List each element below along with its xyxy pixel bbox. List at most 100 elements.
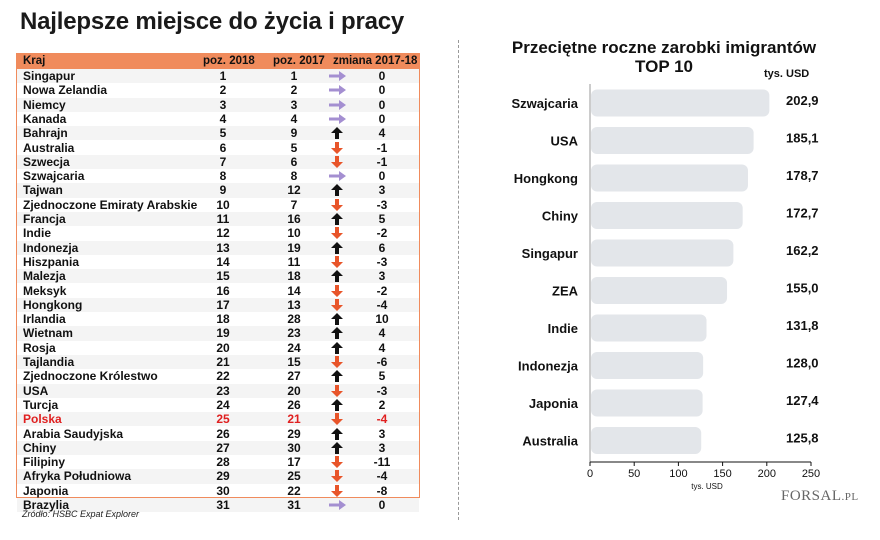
change-cell: 0	[378, 97, 386, 112]
change-arrow-cell	[326, 398, 348, 412]
table-row: Meksyk 16 14 -2	[17, 284, 419, 298]
chart-title-line2: TOP 10	[635, 57, 693, 76]
bar	[591, 277, 728, 304]
table-row: Australia 6 5 -1	[17, 141, 419, 155]
country-cell: Afryka Południowa	[23, 469, 132, 484]
country-cell: Filipiny	[23, 455, 65, 470]
country-cell: Malezja	[23, 269, 66, 284]
pos-2018-cell: 3	[219, 97, 227, 112]
value-unit-label: tys. USD	[764, 68, 810, 80]
change-arrow-cell	[326, 112, 348, 126]
change-cell: 3	[378, 426, 386, 441]
value-label: 202,9	[786, 93, 819, 108]
pos-2018-cell: 27	[216, 440, 230, 455]
value-label: 131,8	[786, 318, 819, 333]
country-cell: Hiszpania	[23, 254, 80, 269]
change-arrow-cell	[326, 155, 348, 169]
change-arrow-cell	[326, 198, 348, 212]
category-label: ZEA	[552, 284, 579, 299]
pos-2017-cell: 15	[287, 355, 301, 369]
change-cell: -3	[376, 197, 388, 212]
country-cell: Hongkong	[23, 297, 83, 312]
change-cell: -8	[376, 483, 388, 498]
pos-2018-cell: 28	[216, 455, 230, 470]
change-arrow-cell	[326, 355, 348, 369]
arrow-down-icon	[331, 155, 343, 168]
arrow-right-icon	[329, 500, 346, 510]
change-arrow-cell	[326, 441, 348, 455]
pos-2018-cell: 18	[216, 312, 230, 327]
arrow-up-icon	[331, 313, 343, 326]
value-label: 128,0	[786, 356, 819, 371]
category-label: USA	[551, 134, 579, 149]
x-tick-label: 250	[802, 468, 820, 480]
arrow-down-icon	[331, 227, 343, 240]
change-cell: 0	[378, 111, 386, 126]
pos-2017-cell: 7	[290, 197, 298, 212]
value-label: 178,7	[786, 168, 819, 183]
arrow-up-icon	[331, 127, 343, 140]
table-row: Indonezja 13 19 6	[17, 240, 419, 255]
change-cell: 5	[378, 369, 386, 384]
pos-2017-cell: 3	[290, 97, 298, 112]
change-arrow-cell	[326, 141, 348, 155]
logo-text: FORSAL	[781, 488, 842, 504]
country-cell: Japonia	[23, 483, 69, 498]
table-row: Indie 12 10 -2	[17, 226, 419, 240]
arrow-up-icon	[331, 213, 343, 225]
pos-2017-cell: 10	[287, 226, 301, 241]
arrow-right-icon	[329, 85, 346, 96]
change-cell: -3	[376, 254, 388, 269]
pos-2018-cell: 6	[219, 140, 227, 155]
change-cell: -4	[376, 412, 388, 427]
arrow-up-icon	[331, 241, 343, 254]
country-cell: Indie	[23, 226, 52, 241]
change-arrow-cell	[326, 341, 348, 355]
country-cell: Polska	[23, 412, 62, 427]
country-cell: Bahrajn	[23, 126, 68, 141]
x-tick-label: 150	[713, 468, 731, 480]
pos-2018-cell: 7	[219, 154, 227, 169]
header-change: zmiana 2017-18	[333, 55, 418, 67]
arrow-down-icon	[331, 413, 343, 426]
pos-2017-cell: 2	[290, 83, 298, 98]
pos-2017-cell: 21	[287, 412, 301, 427]
change-cell: 4	[378, 126, 386, 141]
change-cell: 0	[378, 69, 386, 83]
change-arrow-cell	[326, 326, 348, 340]
pos-2018-cell: 31	[216, 498, 230, 512]
change-arrow-cell	[326, 369, 348, 383]
country-cell: Brazylia	[23, 498, 70, 512]
change-cell: 3	[378, 440, 386, 455]
pos-2017-cell: 23	[287, 326, 301, 341]
pos-2018-cell: 29	[216, 469, 230, 484]
country-cell: Indonezja	[23, 240, 79, 255]
pos-2017-cell: 18	[287, 269, 301, 284]
pos-2018-cell: 19	[216, 326, 230, 341]
table-row: Chiny 27 30 3	[17, 440, 419, 456]
table-row: Polska 25 21 -4	[17, 412, 419, 427]
arrow-down-icon	[331, 284, 343, 297]
bar	[591, 314, 707, 342]
country-cell: Chiny	[23, 440, 57, 455]
bar	[591, 352, 704, 379]
header-country: Kraj	[23, 55, 46, 67]
change-arrow-cell	[326, 255, 348, 269]
country-cell: Meksyk	[23, 283, 67, 298]
category-label: Indonezja	[518, 359, 579, 374]
change-arrow-cell	[326, 298, 348, 312]
arrow-down-icon	[331, 484, 343, 497]
pos-2018-cell: 1	[219, 69, 227, 83]
arrow-down-icon	[331, 255, 343, 268]
change-arrow-cell	[326, 69, 348, 83]
country-cell: Szwecja	[23, 154, 70, 169]
pos-2018-cell: 16	[216, 283, 230, 298]
table-row: Tajlandia 21 15 -6	[17, 355, 419, 370]
pos-2017-cell: 1	[290, 69, 298, 83]
table-header: Kraj poz. 2018 poz. 2017 zmiana 2017-18	[17, 54, 419, 69]
pos-2017-cell: 17	[287, 455, 301, 470]
arrow-down-icon	[331, 141, 343, 154]
table-row: Nowa Zelandia 2 2 0	[17, 83, 419, 97]
arrow-up-icon	[331, 370, 343, 383]
